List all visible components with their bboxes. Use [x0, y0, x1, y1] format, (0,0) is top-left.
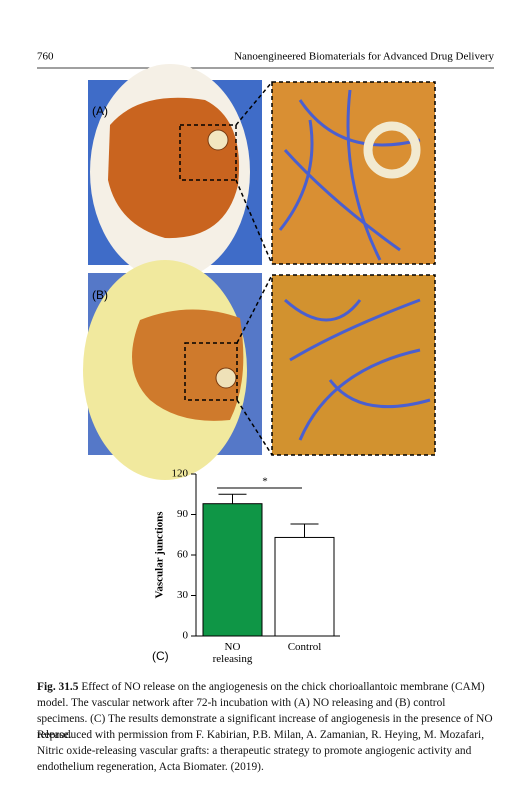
zoom-connector: [235, 179, 273, 265]
caption-text: Effect of NO release on the angiogenesis…: [37, 681, 493, 741]
page-number: 760: [37, 51, 54, 63]
caption: Fig. 31.5 Effect of NO release on the an…: [37, 679, 497, 743]
y-tick-label: 60: [177, 549, 189, 561]
y-tick-label: 0: [183, 630, 189, 642]
vessels: [278, 89, 421, 261]
graft: [207, 129, 229, 151]
y-tick-label: 30: [177, 589, 189, 601]
graft: [363, 121, 421, 179]
bar: [274, 536, 335, 637]
y-axis-label: Vascular junctions: [154, 511, 166, 599]
bar: [202, 503, 263, 637]
zoom-connector: [236, 399, 273, 456]
running-title: Nanoengineered Biomaterials for Advanced…: [234, 51, 494, 63]
panel-label: (A): [92, 104, 108, 118]
vessels: [284, 298, 431, 441]
cam-tissue: [132, 309, 244, 421]
panel-label: (C): [152, 649, 169, 663]
zoom-connector: [236, 274, 273, 344]
credit: Reproduced with permission from F. Kabir…: [37, 729, 485, 773]
x-tick-label: Control: [287, 641, 322, 653]
significance-marker: *: [262, 476, 268, 488]
zoom-box: [184, 342, 238, 401]
zoom-box: [179, 124, 237, 181]
x-tick-label: NO releasing: [212, 641, 253, 665]
zoom-photo: [271, 81, 436, 265]
y-tick-label: 90: [177, 508, 189, 520]
cam-tissue: [108, 97, 240, 239]
figure-label: Fig. 31.5: [37, 681, 79, 693]
graft: [215, 367, 237, 389]
y-tick-label: 120: [172, 468, 189, 480]
panel-label: (B): [92, 288, 108, 302]
zoom-connector: [235, 81, 273, 126]
